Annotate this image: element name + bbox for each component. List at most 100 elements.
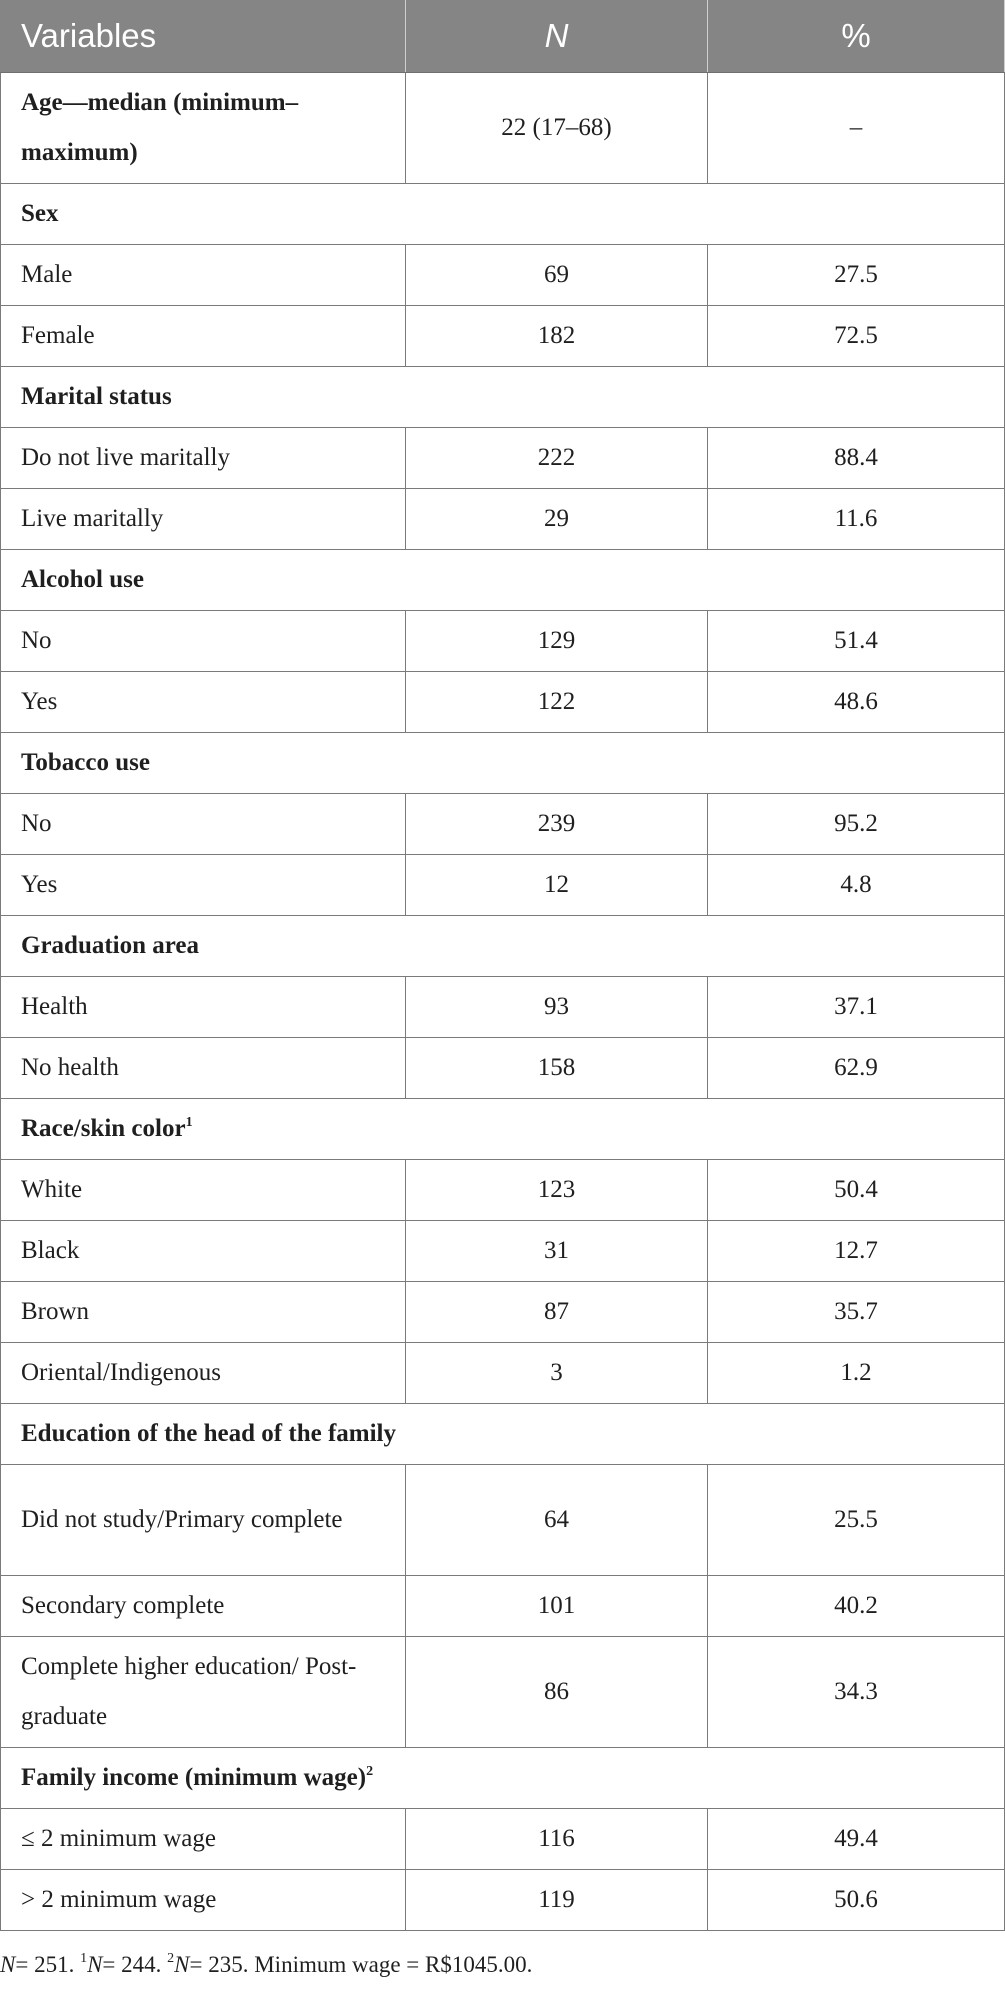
variable-label: Female xyxy=(0,305,406,367)
percent-cell: 27.5 xyxy=(707,244,1005,306)
table-row: Yes 12 4.8 xyxy=(0,854,1005,916)
footnote-n-symbol: N xyxy=(0,1952,16,1977)
section-label: Race/skin color1 xyxy=(0,1098,1005,1160)
section-header-row: Marital status xyxy=(0,366,1005,428)
section-label: Marital status xyxy=(0,366,1005,428)
variable-label: Black xyxy=(0,1220,406,1282)
section-label-text: Marital status xyxy=(21,383,172,410)
table-row: Live maritally 29 11.6 xyxy=(0,488,1005,550)
table-footnote: N= 251. 1N= 244. 2N= 235. Minimum wage =… xyxy=(0,1952,532,1978)
footnote-n1-value: = 244. xyxy=(102,1952,162,1977)
percent-cell: 11.6 xyxy=(707,488,1005,550)
footnote-n-total: = 251. xyxy=(15,1952,75,1977)
variable-label: ≤ 2 minimum wage xyxy=(0,1808,406,1870)
footnote-n2-value: = 235. xyxy=(189,1952,249,1977)
percent-cell: 40.2 xyxy=(707,1575,1005,1637)
count-cell: 93 xyxy=(405,976,708,1038)
count-cell: 86 xyxy=(405,1636,708,1748)
percent-cell: 95.2 xyxy=(707,793,1005,855)
section-header-row: Race/skin color1 xyxy=(0,1098,1005,1160)
variable-label: Did not study/Primary complete xyxy=(0,1464,406,1576)
demographics-table: Variables N % Age—median (minimum–maximu… xyxy=(0,0,1005,1931)
percent-cell: 48.6 xyxy=(707,671,1005,733)
count-cell: 116 xyxy=(405,1808,708,1870)
table-row: Do not live maritally 222 88.4 xyxy=(0,427,1005,489)
percent-cell: – xyxy=(707,72,1005,184)
count-cell: 22 (17–68) xyxy=(405,72,708,184)
variable-label: No xyxy=(0,610,406,672)
percent-cell: 49.4 xyxy=(707,1808,1005,1870)
variable-label: Health xyxy=(0,976,406,1038)
footnote-minimum-wage: Minimum wage = R$1045.00. xyxy=(254,1952,533,1977)
percent-cell: 72.5 xyxy=(707,305,1005,367)
section-header-row: Family income (minimum wage)2 xyxy=(0,1747,1005,1809)
count-cell: 29 xyxy=(405,488,708,550)
percent-cell: 12.7 xyxy=(707,1220,1005,1282)
count-cell: 222 xyxy=(405,427,708,489)
variable-label: Complete higher education/ Post-graduate xyxy=(0,1636,406,1748)
section-label-text: Race/skin color xyxy=(21,1115,186,1142)
count-cell: 158 xyxy=(405,1037,708,1099)
table-row: Yes 122 48.6 xyxy=(0,671,1005,733)
section-label-text: Tobacco use xyxy=(21,749,150,776)
footnote-marker: 1 xyxy=(185,1115,193,1130)
table-row: White 123 50.4 xyxy=(0,1159,1005,1221)
section-label: Education of the head of the family xyxy=(0,1403,1005,1465)
count-cell: 12 xyxy=(405,854,708,916)
table-row: Age—median (minimum–maximum) 22 (17–68) – xyxy=(0,72,1005,184)
variable-label: Oriental/Indigenous xyxy=(0,1342,406,1404)
variable-label: Yes xyxy=(0,854,406,916)
variable-label: No xyxy=(0,793,406,855)
table-row: Secondary complete 101 40.2 xyxy=(0,1575,1005,1637)
variable-label: Age—median (minimum–maximum) xyxy=(0,72,406,184)
percent-cell: 51.4 xyxy=(707,610,1005,672)
variable-label: Secondary complete xyxy=(0,1575,406,1637)
section-header-row: Sex xyxy=(0,183,1005,245)
count-cell: 182 xyxy=(405,305,708,367)
table-row: Female 182 72.5 xyxy=(0,305,1005,367)
table-row: Brown 87 35.7 xyxy=(0,1281,1005,1343)
table-row: Oriental/Indigenous 3 1.2 xyxy=(0,1342,1005,1404)
variable-label: White xyxy=(0,1159,406,1221)
count-cell: 87 xyxy=(405,1281,708,1343)
section-label: Family income (minimum wage)2 xyxy=(0,1747,1005,1809)
count-cell: 31 xyxy=(405,1220,708,1282)
percent-cell: 25.5 xyxy=(707,1464,1005,1576)
percent-cell: 4.8 xyxy=(707,854,1005,916)
footnote-n1-symbol: N xyxy=(87,1952,103,1977)
table-row: Health 93 37.1 xyxy=(0,976,1005,1038)
variable-label: Male xyxy=(0,244,406,306)
percent-cell: 37.1 xyxy=(707,976,1005,1038)
section-label: Tobacco use xyxy=(0,732,1005,794)
table-row: Did not study/Primary complete 64 25.5 xyxy=(0,1464,1005,1576)
count-cell: 69 xyxy=(405,244,708,306)
table-body: Age—median (minimum–maximum) 22 (17–68) – S… xyxy=(0,72,1005,1931)
section-label: Graduation area xyxy=(0,915,1005,977)
count-cell: 119 xyxy=(405,1869,708,1931)
count-cell: 239 xyxy=(405,793,708,855)
variable-label: > 2 minimum wage xyxy=(0,1869,406,1931)
section-label-text: Alcohol use xyxy=(21,566,144,593)
header-percent: % xyxy=(707,0,1005,73)
percent-cell: 34.3 xyxy=(707,1636,1005,1748)
table-row: ≤ 2 minimum wage 116 49.4 xyxy=(0,1808,1005,1870)
percent-cell: 50.6 xyxy=(707,1869,1005,1931)
section-header-row: Alcohol use xyxy=(0,549,1005,611)
section-label-text: Graduation area xyxy=(21,932,200,959)
section-header-row: Graduation area xyxy=(0,915,1005,977)
count-cell: 129 xyxy=(405,610,708,672)
table-row: Male 69 27.5 xyxy=(0,244,1005,306)
footnote-sup-2: 2 xyxy=(167,1951,175,1966)
table-row: No health 158 62.9 xyxy=(0,1037,1005,1099)
footnote-sup-1: 1 xyxy=(80,1951,88,1966)
variable-label: Do not live maritally xyxy=(0,427,406,489)
footnote-marker: 2 xyxy=(366,1764,374,1779)
section-header-row: Education of the head of the family xyxy=(0,1403,1005,1465)
count-cell: 101 xyxy=(405,1575,708,1637)
count-cell: 122 xyxy=(405,671,708,733)
count-cell: 64 xyxy=(405,1464,708,1576)
section-label: Sex xyxy=(0,183,1005,245)
percent-cell: 62.9 xyxy=(707,1037,1005,1099)
header-row: Variables N % xyxy=(0,0,1005,73)
